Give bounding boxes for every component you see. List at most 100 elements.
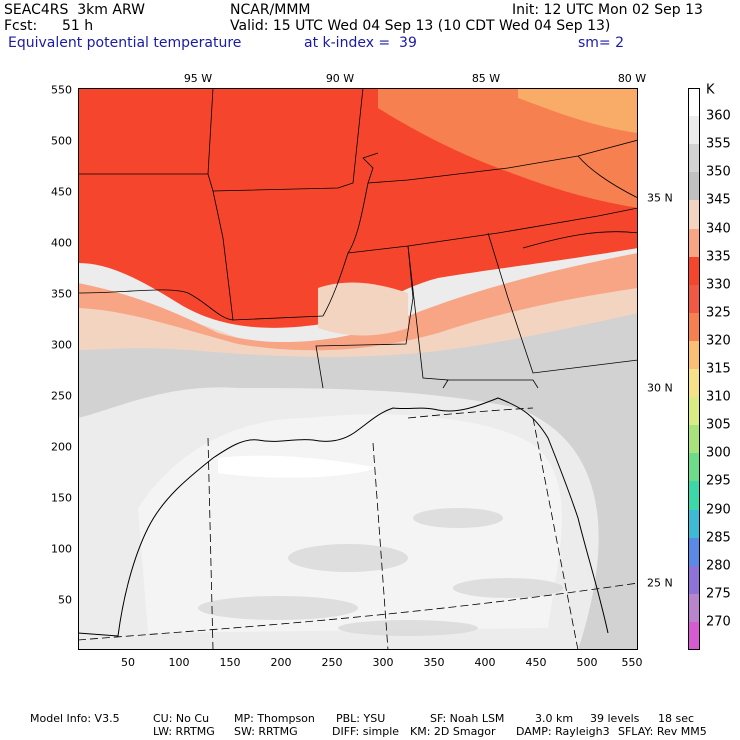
colorbar-swatch [688,565,700,595]
gulf-patch [198,596,358,620]
colorbar-label: 340 [706,221,731,236]
field-name: Equivalent potential temperature [8,35,242,51]
surface-scheme: SF: Noah LSM [430,712,505,725]
colorbar-label: 335 [706,249,731,265]
damping-scheme: DAMP: Rayleigh3 [516,725,610,738]
colorbar [688,88,700,651]
colorbar-label: 305 [706,417,731,433]
model-title: SEAC4RS 3km ARW [4,2,145,18]
colorbar-frame [688,88,700,650]
timestep: 18 sec [658,712,695,725]
colorbar-label: 290 [706,502,731,517]
x-tick: 200 [270,656,292,669]
lon-label-85w: 85 W [471,72,501,85]
gulf-patch [288,544,408,572]
y-tick: 400 [51,236,72,250]
longwave-scheme: LW: RRTMG [153,725,215,738]
colorbar-swatch [688,116,700,145]
y-tick: 200 [51,440,72,454]
colorbar-swatch [688,593,700,623]
colorbar-swatch [688,144,700,173]
colorbar-swatch [688,256,700,286]
state-boundary [446,379,539,389]
microphysics-scheme: MP: Thompson [234,712,315,725]
colorbar-swatch [688,509,700,539]
lat-label-25n: 25 N [647,576,673,590]
shortwave-scheme: SW: RRTMG [234,725,298,738]
y-tick: 550 [51,83,72,97]
x-tick: 100 [168,656,190,669]
colorbar-unit: K [706,82,715,98]
lon-label-90w: 90 W [325,72,355,85]
colorbar-label: 355 [706,136,731,152]
x-tick: 500 [576,656,598,669]
colorbar-swatch [688,481,700,510]
x-tick: 150 [219,656,241,669]
colorbar-label: 275 [706,586,731,602]
colorbar-swatch [688,453,700,482]
colorbar-label: 310 [706,389,731,405]
x-tick: 50 [121,656,135,669]
field-fill-350 [78,298,638,650]
x-tick: 400 [474,656,496,669]
field-fill-325 [378,88,638,208]
state-boundary [487,232,638,374]
colorbar-swatch [688,340,700,370]
map-plot [78,88,638,650]
level-label: at k-index = 39 [304,35,417,51]
plot-frame [78,88,638,650]
lat-label-30n: 30 N [647,381,673,395]
state-boundary [522,231,638,249]
maritime-boundary [407,407,534,419]
colorbar-swatch [688,200,700,229]
y-tick: 500 [51,134,72,148]
pbl-scheme: PBL: YSU [336,712,386,725]
state-boundary [362,152,379,184]
colorbar-label: 350 [706,164,731,180]
diffusion-scheme: DIFF: simple [332,725,400,738]
maritime-boundary [532,417,579,650]
state-boundary [207,173,324,321]
y-tick: 50 [58,593,72,607]
x-tick: 300 [372,656,394,669]
colorbar-swatch [688,284,700,314]
valid-time: Valid: 15 UTC Wed 04 Sep 13 (10 CDT Wed … [230,18,611,34]
state-boundary [577,155,638,199]
y-tick: 450 [51,185,72,199]
y-tick: 100 [51,542,72,556]
colorbar-label: 285 [706,530,731,546]
x-tick: 350 [423,656,445,669]
colorbar-swatch [688,172,700,201]
y-tick: 300 [51,338,72,352]
coastline [78,397,609,637]
gulf-patch [338,620,478,636]
maritime-boundary [78,582,638,641]
colorbar-label: 320 [706,333,731,349]
colorbar-swatch [688,88,700,117]
colorbar-label: 280 [706,558,731,574]
km-scheme: KM: 2D Smagor [410,725,496,738]
state-boundary [367,139,638,184]
vertical-levels: 39 levels [590,712,640,725]
forecast-label: Fcst: [4,18,38,34]
lat-label-35n: 35 N [647,191,673,205]
field-fill-355 [138,414,562,633]
colorbar-label: 360 [706,108,731,124]
gulf-patch [413,508,503,528]
maritime-boundary [372,442,389,650]
grid-spacing: 3.0 km [535,712,574,725]
colorbar-swatch [688,312,700,342]
cumulus-scheme: CU: No Cu [153,712,210,725]
lon-label-80w: 80 W [617,72,647,85]
y-tick: 250 [51,389,72,403]
state-boundary [347,207,638,254]
colorbar-label: 300 [706,445,731,461]
forecast-hour: 51 h [62,18,94,34]
gulf-patch [453,578,563,598]
y-tick: 150 [51,491,72,505]
colorbar-label: 325 [706,305,731,321]
x-tick: 250 [321,656,343,669]
colorbar-swatch [688,621,700,651]
surface-layer-scheme: SFLAY: Rev MM5 [618,725,707,738]
state-boundary [212,88,364,192]
